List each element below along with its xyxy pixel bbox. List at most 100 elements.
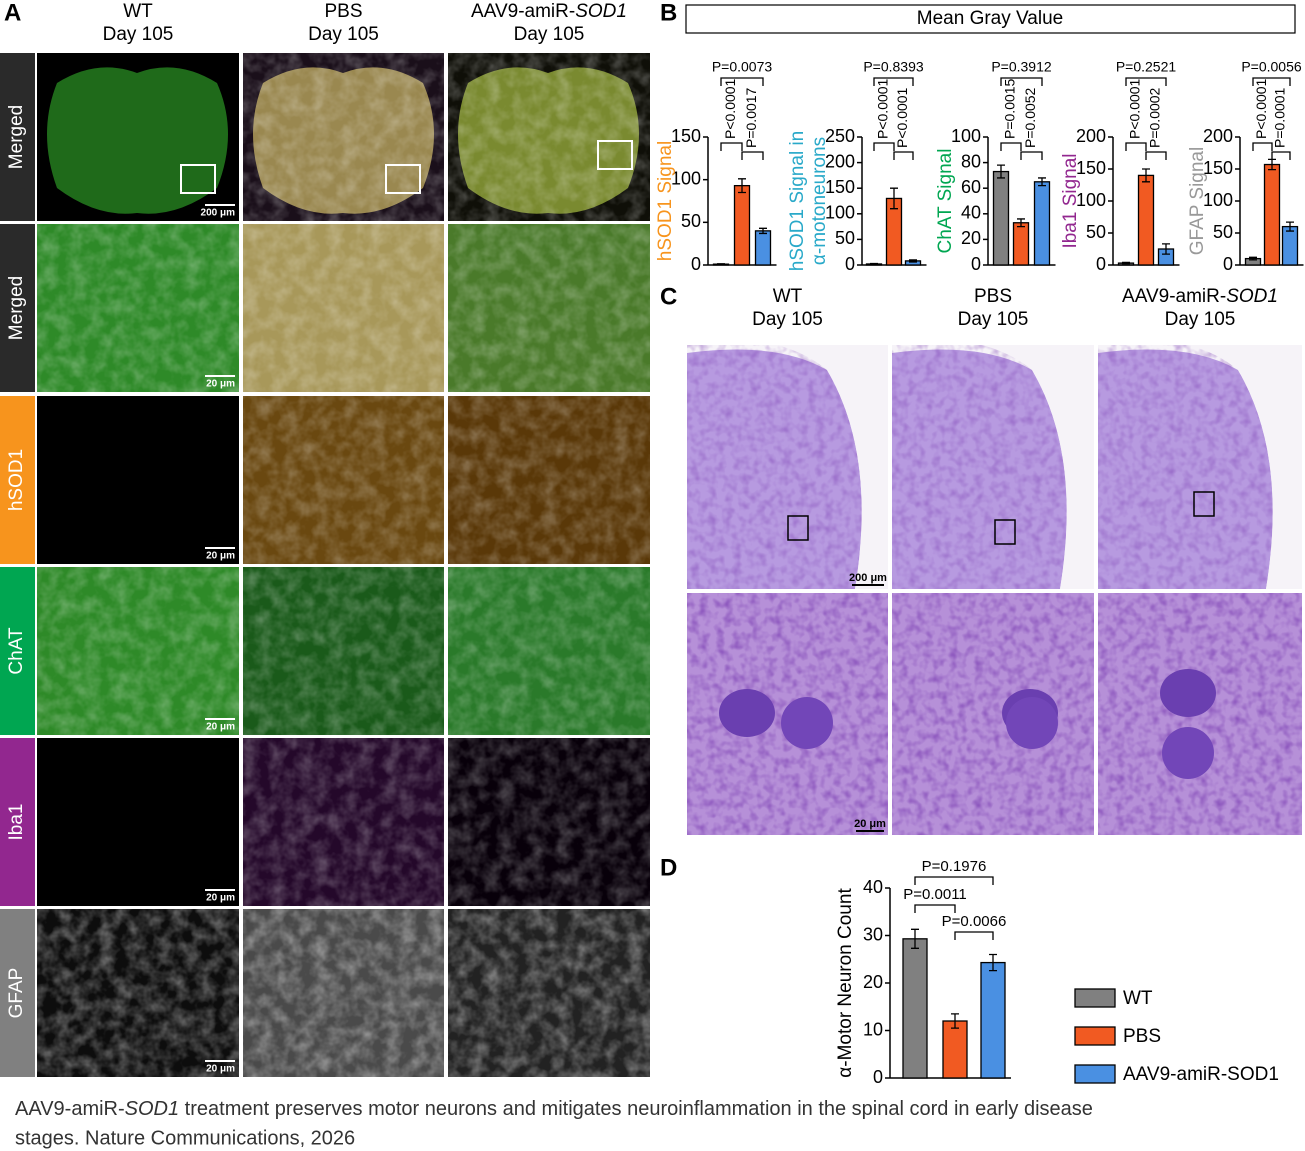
y-tick-label: 150 bbox=[1203, 158, 1233, 178]
sig-bracket bbox=[1252, 142, 1273, 151]
header-part: SOD1 bbox=[1226, 286, 1278, 307]
mask-outside bbox=[777, 345, 888, 589]
scale-bar-label: 200 μm bbox=[201, 208, 236, 219]
y-tick-label: 50 bbox=[1086, 222, 1106, 242]
error-bar bbox=[997, 164, 1005, 179]
inset-box bbox=[787, 515, 809, 541]
scale-bar-label: 20 μm bbox=[206, 379, 235, 390]
p-value: P=0.0017 bbox=[743, 87, 759, 148]
p-value: P<0.0001 bbox=[894, 87, 910, 148]
p-value: P=0.0001 bbox=[1272, 87, 1288, 148]
micrograph bbox=[37, 396, 239, 564]
legend-label: WT bbox=[1123, 988, 1153, 1009]
y-axis-label: GFAP Signal bbox=[1187, 147, 1208, 255]
neuron bbox=[1162, 727, 1214, 779]
y-axis-label: hSOD1 Signal in bbox=[787, 131, 808, 271]
panel-letter: B bbox=[660, 0, 677, 26]
column-day: Day 105 bbox=[103, 24, 174, 45]
y-tick-label: 0 bbox=[691, 254, 701, 274]
bar bbox=[902, 938, 928, 1079]
scale-bar-label: 200 μm bbox=[849, 572, 887, 584]
sig-bracket bbox=[1020, 151, 1043, 160]
bar bbox=[1137, 174, 1155, 266]
p-value: P=0.0073 bbox=[712, 59, 773, 75]
scale-bar-label: 20 μm bbox=[206, 551, 235, 562]
error-bar bbox=[1162, 243, 1170, 255]
y-tick-label: 100 bbox=[671, 168, 701, 188]
texture bbox=[448, 396, 650, 564]
neuron bbox=[719, 689, 775, 737]
spinal-cord bbox=[47, 67, 228, 214]
texture bbox=[243, 567, 444, 735]
p-value: P=0.0052 bbox=[1022, 87, 1038, 148]
inset-box bbox=[994, 519, 1016, 545]
texture bbox=[892, 593, 1094, 835]
column-header: AAV9-amiR-SOD1 bbox=[1122, 286, 1278, 307]
p-value: P<0.0001 bbox=[1127, 78, 1143, 139]
sig-bracket bbox=[1145, 151, 1167, 160]
p-value: P=0.0066 bbox=[942, 913, 1007, 930]
sig-bracket bbox=[720, 142, 743, 151]
sig-bracket bbox=[1000, 142, 1022, 151]
error-bar bbox=[911, 928, 919, 949]
y-tick-label: 10 bbox=[863, 1019, 883, 1039]
y-tick-label: 100 bbox=[1203, 190, 1233, 210]
scale-bar-label: 20 μm bbox=[206, 1064, 235, 1075]
y-axis-label: α-motoneurons bbox=[809, 137, 830, 265]
y-tick-label: 0 bbox=[971, 254, 981, 274]
y-tick-label: 200 bbox=[1203, 126, 1233, 146]
scale-bar-label: 20 μm bbox=[854, 818, 886, 830]
y-tick-label: 150 bbox=[1076, 158, 1106, 178]
texture bbox=[448, 738, 650, 906]
header-part: PBS bbox=[324, 1, 362, 22]
sig-bracket bbox=[914, 904, 956, 913]
texture bbox=[448, 909, 650, 1077]
row-label: Merged bbox=[6, 276, 27, 340]
header-part: PBS bbox=[974, 286, 1012, 307]
error-bar bbox=[989, 953, 997, 972]
sig-bracket bbox=[741, 151, 764, 160]
column-day: Day 105 bbox=[752, 309, 823, 330]
sig-bracket bbox=[720, 77, 764, 86]
heading-box bbox=[685, 4, 1296, 34]
mask-outside bbox=[1188, 345, 1302, 589]
y-tick-label: 0 bbox=[1223, 254, 1233, 274]
texture bbox=[243, 53, 444, 221]
error-bar bbox=[1038, 177, 1046, 187]
legend-swatch bbox=[1074, 1026, 1116, 1046]
y-tick-label: 100 bbox=[825, 203, 855, 223]
header-part: AAV9-amiR- bbox=[471, 1, 575, 22]
y-tick-label: 50 bbox=[835, 228, 855, 248]
p-value: P=0.1976 bbox=[922, 858, 987, 875]
p-value: P=0.0011 bbox=[903, 886, 967, 903]
error-bar bbox=[1122, 261, 1130, 265]
sig-bracket bbox=[893, 151, 914, 160]
texture bbox=[37, 909, 239, 1077]
texture bbox=[448, 567, 650, 735]
legend-swatch bbox=[1074, 1064, 1116, 1084]
row-label-bg bbox=[0, 909, 35, 1077]
error-bar bbox=[1142, 168, 1150, 183]
y-axis-label: hSOD1 Signal bbox=[655, 141, 676, 261]
y-tick-label: 0 bbox=[845, 254, 855, 274]
bar bbox=[1263, 163, 1281, 266]
y-tick-label: 0 bbox=[873, 1067, 883, 1087]
row-label-bg bbox=[0, 224, 35, 392]
texture bbox=[243, 224, 444, 392]
error-bar bbox=[1286, 221, 1294, 232]
y-tick-label: 40 bbox=[961, 203, 981, 223]
texture bbox=[243, 909, 444, 1077]
column-day: Day 105 bbox=[514, 24, 585, 45]
column-day: Day 105 bbox=[308, 24, 379, 45]
texture bbox=[448, 224, 650, 392]
scale-bar-label: 20 μm bbox=[206, 722, 235, 733]
error-bar bbox=[738, 178, 746, 194]
caption: stages. Nature Communications, 2026 bbox=[15, 1127, 355, 1149]
error-bar bbox=[951, 1013, 959, 1029]
y-axis-label: Iba1 Signal bbox=[1060, 153, 1081, 248]
y-tick-label: 80 bbox=[961, 151, 981, 171]
p-value: P<0.0001 bbox=[1253, 78, 1269, 139]
column-header: AAV9-amiR-SOD1 bbox=[471, 1, 627, 22]
caption-part: AAV9-amiR- bbox=[15, 1098, 125, 1120]
